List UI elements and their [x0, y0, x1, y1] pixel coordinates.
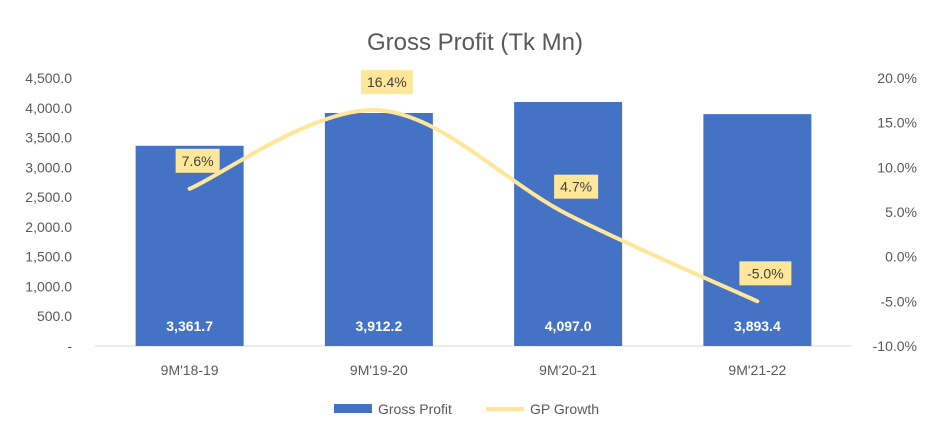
- bar: [514, 102, 623, 346]
- bar-value-label: 3,912.2: [356, 318, 403, 334]
- bar-value-label: 4,097.0: [545, 318, 592, 334]
- legend-swatch-gross-profit: [334, 404, 372, 413]
- bar-data-labels: 3,361.7 3,912.2 4,097.0 3,893.4: [166, 318, 781, 334]
- legend-label-gp-growth: GP Growth: [530, 401, 599, 417]
- y-left-tick-label: 1,000.0: [25, 278, 72, 294]
- y-left-axis: - 500.0 1,000.0 1,500.0 2,000.0 2,500.0 3,000.…: [25, 70, 72, 354]
- y-left-tick-label: 4,000.0: [25, 100, 72, 116]
- legend-label-gross-profit: Gross Profit: [378, 401, 452, 417]
- y-right-tick-label: 10.0%: [877, 159, 917, 175]
- bar-series: [135, 102, 812, 347]
- bar: [135, 145, 244, 346]
- x-axis: 9M'18-19 9M'19-20 9M'20-21 9M'21-22: [161, 362, 787, 378]
- bar: [324, 113, 433, 347]
- y-left-tick-label: 2,000.0: [25, 219, 72, 235]
- growth-data-labels: 7.6% 16.4% 4.7% -5.0%: [175, 70, 792, 286]
- y-right-tick-label: -5.0%: [880, 293, 917, 309]
- growth-line: [187, 108, 760, 304]
- x-tick-label: 9M'20-21: [539, 362, 597, 378]
- y-left-tick-label: 3,000.0: [25, 159, 72, 175]
- y-left-tick-label: 500.0: [37, 308, 72, 324]
- growth-value-label: -5.0%: [747, 265, 784, 281]
- bar-value-label: 3,361.7: [166, 318, 213, 334]
- bar-value-label: 3,893.4: [734, 318, 781, 334]
- y-right-tick-label: 5.0%: [885, 204, 917, 220]
- growth-value-label: 4.7%: [560, 179, 592, 195]
- growth-value-label: 7.6%: [182, 153, 214, 169]
- y-left-tick-label: 4,500.0: [25, 70, 72, 86]
- chart-title: Gross Profit (Tk Mn): [367, 29, 583, 56]
- y-right-tick-label: 20.0%: [877, 70, 917, 86]
- x-tick-label: 9M'19-20: [350, 362, 408, 378]
- y-right-tick-label: -10.0%: [873, 338, 917, 354]
- y-left-tick-label: 3,500.0: [25, 130, 72, 146]
- y-left-tick-label: 2,500.0: [25, 189, 72, 205]
- growth-label-bg: [554, 174, 599, 199]
- y-right-tick-label: 15.0%: [877, 115, 917, 131]
- y-left-tick-label: 1,500.0: [25, 249, 72, 265]
- growth-label-bg: [360, 70, 413, 95]
- y-right-tick-label: 0.0%: [885, 249, 917, 265]
- y-left-tick-label: -: [67, 338, 72, 354]
- bar: [703, 114, 812, 346]
- growth-label-bg: [739, 261, 792, 286]
- x-tick-label: 9M'18-19: [161, 362, 219, 378]
- growth-value-label: 16.4%: [367, 74, 407, 90]
- y-right-axis: -10.0% -5.0% 0.0% 5.0% 10.0% 15.0% 20.0%: [873, 70, 917, 354]
- growth-label-bg: [175, 148, 220, 173]
- x-tick-label: 9M'21-22: [728, 362, 786, 378]
- legend: Gross Profit GP Growth: [334, 401, 599, 417]
